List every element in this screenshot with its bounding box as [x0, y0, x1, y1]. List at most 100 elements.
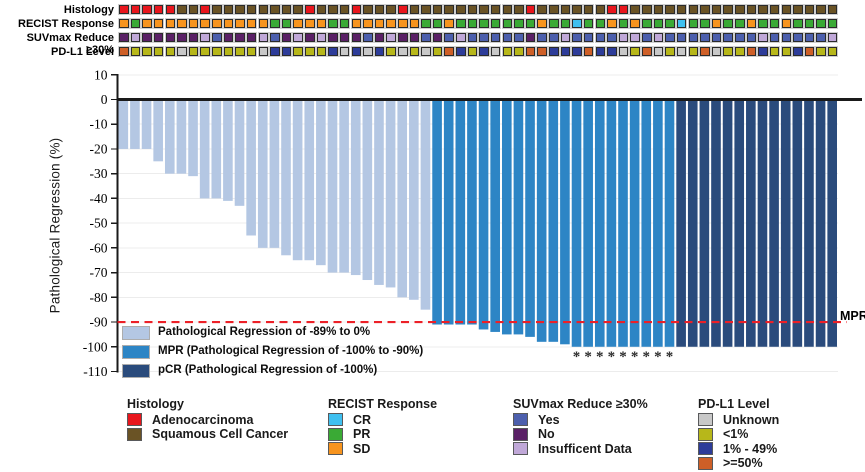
suvmax-square: [642, 32, 652, 43]
recist-square: [769, 18, 780, 29]
significance-asterisk: *: [631, 349, 639, 365]
suvmax-square: [653, 32, 664, 43]
histology-square: [305, 4, 315, 15]
pdl1-square: [316, 46, 327, 57]
suvmax-square: [676, 32, 687, 43]
suvmax-square: [398, 32, 408, 43]
pdl1-square: [723, 46, 733, 57]
histology-square: [374, 4, 385, 15]
y-tick-label: -30: [90, 166, 108, 181]
legend-item-label: <1%: [723, 427, 749, 441]
bar: [153, 99, 163, 162]
track-label-histology: Histology: [63, 4, 114, 16]
suvmax-square: [386, 32, 396, 43]
legend-item-label: Insufficent Data: [538, 441, 632, 456]
pdl1-square: [653, 46, 664, 57]
histology-square: [827, 4, 838, 15]
bar: [455, 99, 466, 325]
legend-group-title: SUVmax Reduce ≥30%: [513, 397, 648, 411]
histology-square: [258, 4, 269, 15]
histology-square: [653, 4, 664, 15]
histology-square: [781, 4, 791, 15]
bar: [234, 99, 245, 206]
track-label-recist: RECIST Response: [18, 18, 114, 30]
suvmax-square: [258, 32, 269, 43]
bar: [594, 99, 605, 347]
recist-square: [223, 18, 234, 29]
legend-item-label: Yes: [538, 412, 560, 427]
pdl1-square: [409, 46, 420, 57]
pdl1-square: [386, 46, 396, 57]
histology-square: [502, 4, 513, 15]
histology-square: [688, 4, 699, 15]
pdl1-square: [153, 46, 164, 57]
recist-square: [258, 18, 269, 29]
suvmax-square: [177, 32, 187, 43]
suvmax-square: [246, 32, 257, 43]
pdl1-square: [502, 46, 513, 57]
pdl1-square: [177, 46, 187, 57]
y-tick-label: -90: [90, 315, 108, 330]
suvmax-square: [421, 32, 431, 43]
pdl1-square: [607, 46, 617, 57]
histology-square: [281, 4, 292, 15]
suvmax-square: [479, 32, 489, 43]
suvmax-square: [781, 32, 791, 43]
recist-square: [804, 18, 815, 29]
histology-square: [711, 4, 722, 15]
legend-swatch: [328, 413, 343, 426]
recist-square: [409, 18, 420, 29]
histology-square: [444, 4, 454, 15]
y-tick-label: -70: [90, 265, 108, 280]
legend-swatch: [513, 442, 528, 455]
recist-square: [793, 18, 803, 29]
recist-square: [142, 18, 152, 29]
pdl1-square: [688, 46, 699, 57]
legend-item-label: Squamous Cell Cancer: [152, 427, 289, 441]
recist-square: [421, 18, 431, 29]
pdl1-square: [444, 46, 454, 57]
pdl1-square: [328, 46, 338, 57]
pdl1-square: [525, 46, 536, 57]
y-tick-label: -40: [90, 191, 108, 206]
bar: [199, 99, 210, 199]
pdl1-square: [735, 46, 745, 57]
bar: [780, 99, 791, 347]
bar: [687, 99, 698, 347]
histology-square: [421, 4, 431, 15]
pdl1-square: [293, 46, 303, 57]
suvmax-square: [142, 32, 152, 43]
recist-square: [490, 18, 501, 29]
legend-swatch: [328, 442, 343, 455]
legend-item-label: SD: [353, 441, 371, 456]
recist-square: [363, 18, 373, 29]
legend-item-label: CR: [353, 412, 372, 427]
recist-square: [653, 18, 664, 29]
suvmax-square: [711, 32, 722, 43]
y-tick-label: 10: [94, 67, 108, 82]
legend-swatch: [328, 427, 343, 441]
histology-square: [583, 4, 594, 15]
recist-square: [212, 18, 222, 29]
histology-square: [188, 4, 199, 15]
histology-square: [409, 4, 420, 15]
suvmax-square: [816, 32, 826, 43]
recist-square: [130, 18, 141, 29]
recist-square: [119, 18, 129, 29]
recist-square: [177, 18, 187, 29]
recist-square: [630, 18, 640, 29]
histology-square: [270, 4, 280, 15]
legend-item-label: MPR (Pathological Regression of -100% to…: [158, 345, 424, 357]
significance-asterisk: *: [596, 349, 604, 365]
pdl1-square: [212, 46, 222, 57]
recist-square: [572, 18, 582, 29]
suvmax-square: [270, 32, 280, 43]
bar: [629, 99, 640, 347]
histology-square: [560, 4, 571, 15]
suvmax-square: [351, 32, 362, 43]
pdl1-square: [130, 46, 141, 57]
suvmax-square: [746, 32, 757, 43]
pdl1-square: [339, 46, 350, 57]
recist-square: [235, 18, 245, 29]
